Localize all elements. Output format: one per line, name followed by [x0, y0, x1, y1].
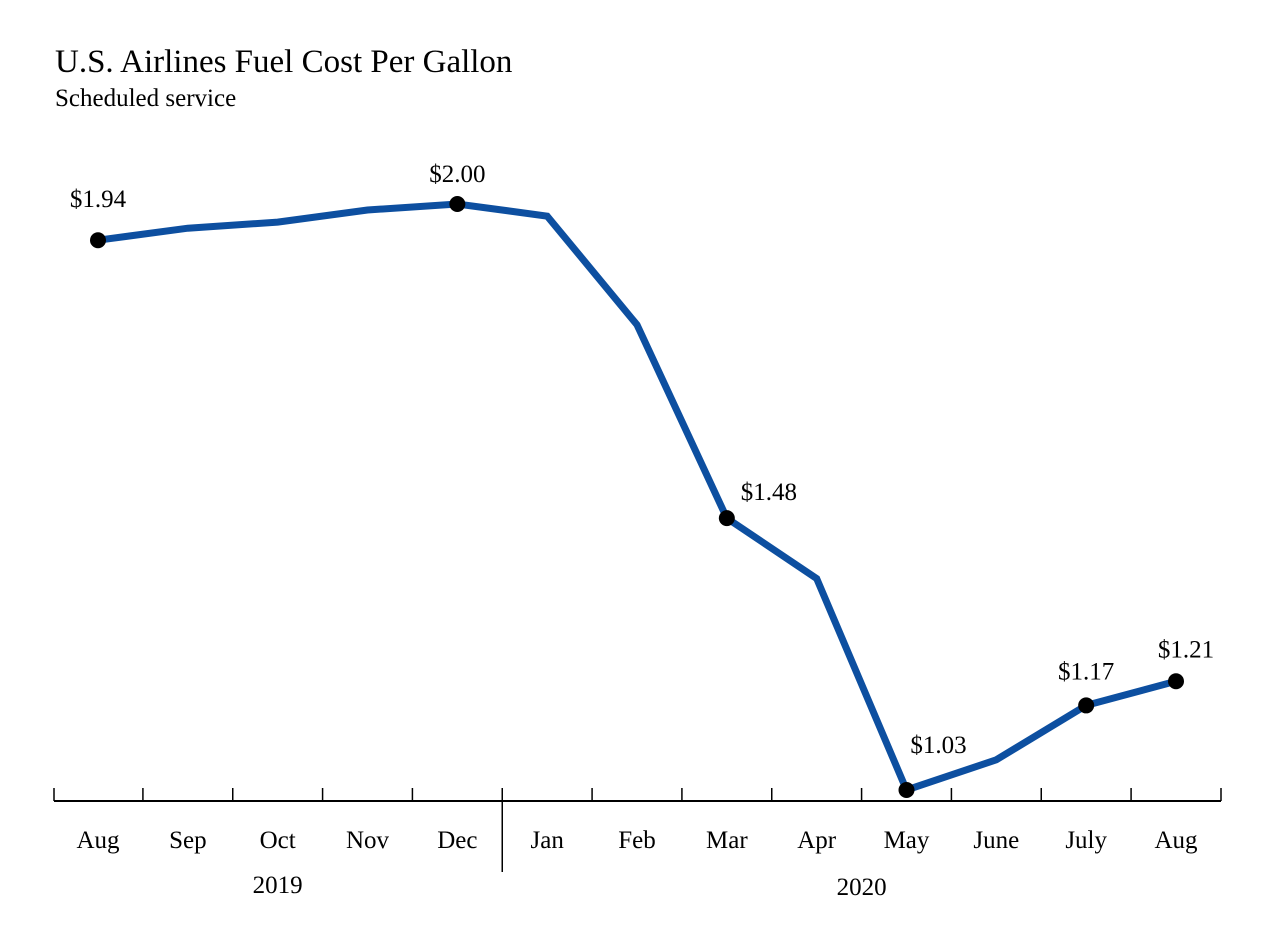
x-tick-label: Aug [1154, 827, 1198, 854]
data-label: $1.17 [1058, 658, 1114, 685]
year-label: 2020 [837, 874, 887, 901]
year-label: 2019 [253, 872, 303, 899]
series-line-group [97, 200, 1177, 795]
chart-subtitle: Scheduled service [55, 85, 237, 112]
x-tick-label: Feb [618, 827, 656, 854]
x-tick-label: Nov [346, 827, 390, 854]
x-tick-label: June [973, 827, 1019, 854]
data-label: $1.48 [741, 479, 797, 506]
data-marker [718, 510, 735, 527]
x-tick-label: Aug [76, 827, 120, 854]
data-marker [449, 196, 466, 212]
data-marker [1078, 697, 1095, 714]
series-line [97, 200, 1177, 795]
x-tick-label: Apr [797, 827, 837, 854]
x-tick-label: Oct [260, 827, 296, 854]
data-marker [90, 232, 106, 249]
x-tick-label: July [1065, 827, 1107, 854]
x-tick-label: Jan [531, 827, 565, 854]
data-marker [898, 782, 915, 798]
data-labels: $1.94 $2.00 $1.48 $1.03 $1.17 $1.21 [70, 161, 1214, 759]
data-label: $2.00 [429, 161, 485, 188]
x-tick-label: Dec [437, 827, 477, 854]
data-label: $1.94 [70, 186, 127, 213]
chart-title: U.S. Airlines Fuel Cost Per Gallon [55, 44, 513, 80]
data-label: $1.21 [1158, 636, 1214, 663]
x-tick-label: Mar [706, 827, 748, 854]
x-axis: Aug Sep Oct Nov Dec Jan Feb Mar Apr May June July Au… [53, 788, 1222, 901]
x-tick-label: May [884, 827, 930, 854]
data-marker [1168, 673, 1184, 690]
data-markers [90, 196, 1184, 798]
x-tick-label: Sep [169, 827, 207, 854]
data-label: $1.03 [910, 732, 966, 759]
